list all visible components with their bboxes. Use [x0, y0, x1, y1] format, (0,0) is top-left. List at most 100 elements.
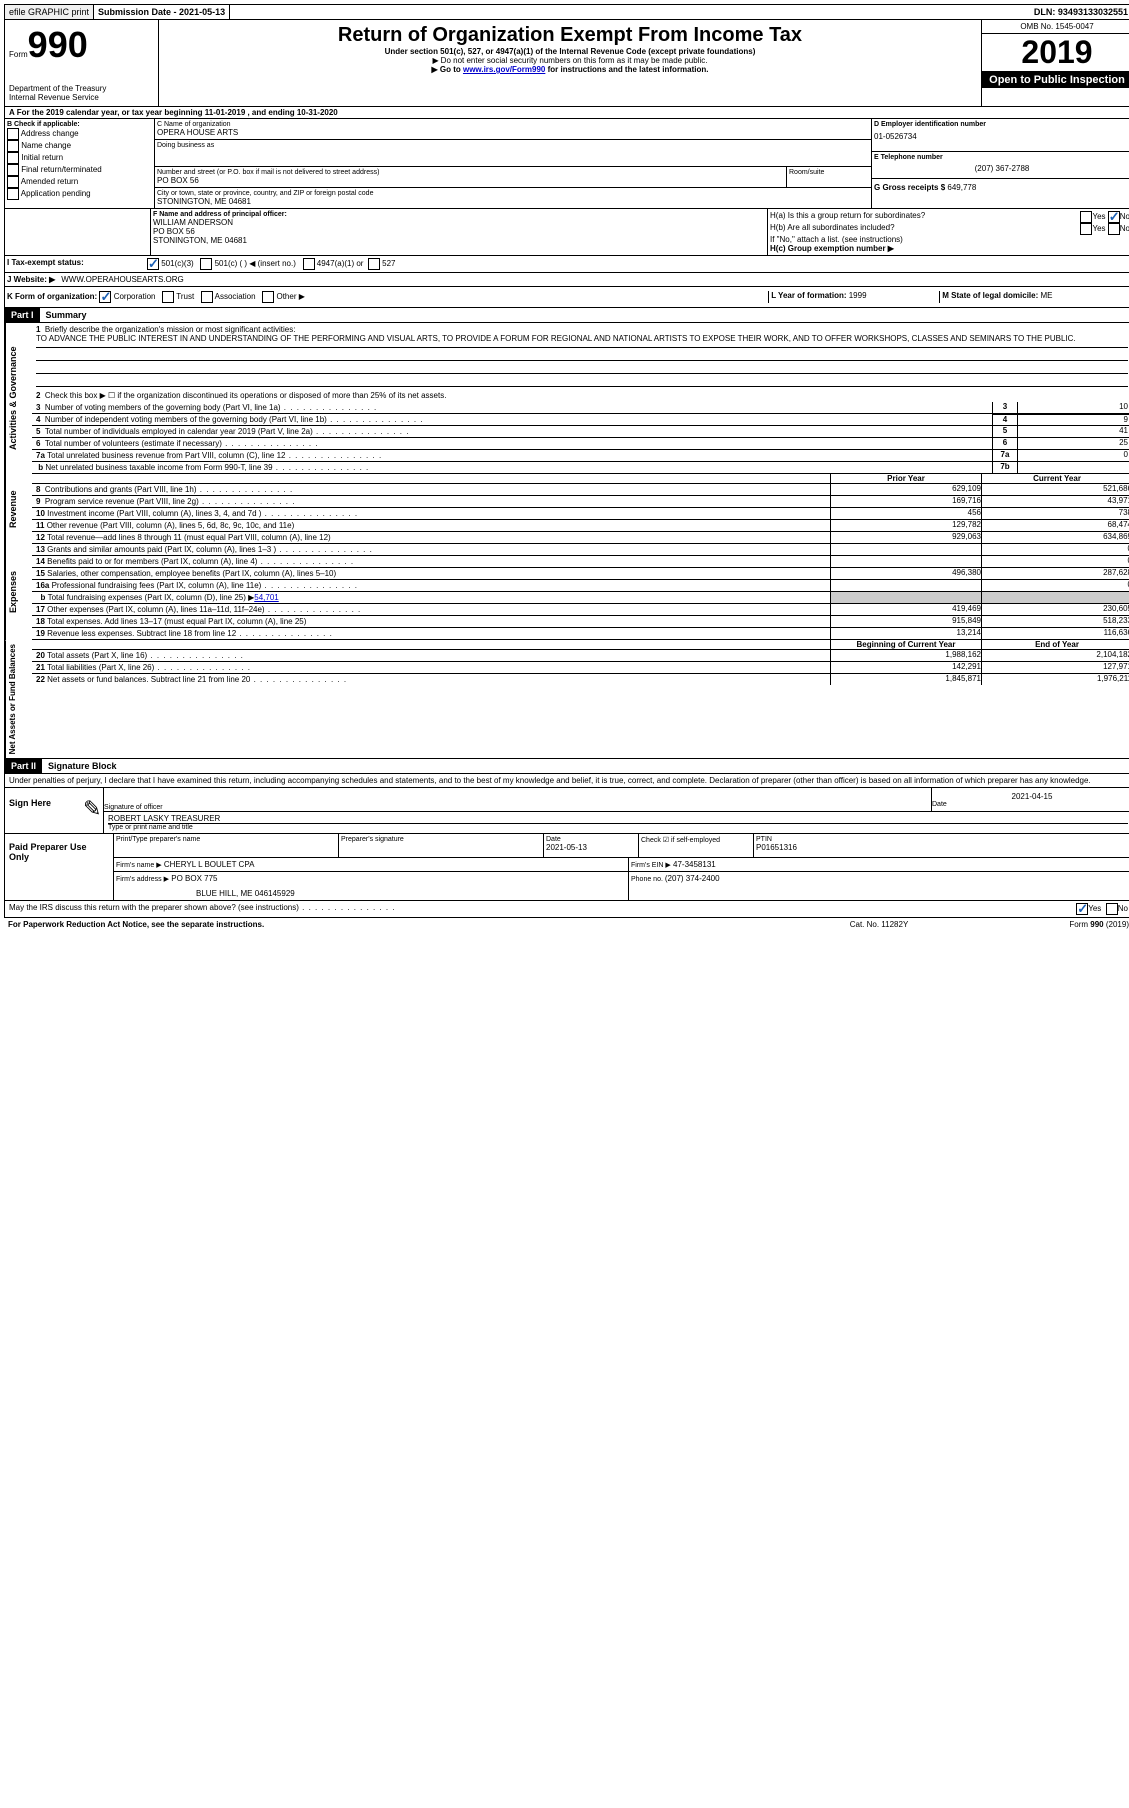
- line-13: 13 Grants and similar amounts paid (Part…: [32, 544, 1129, 556]
- l22-end: 1,976,211: [981, 674, 1129, 685]
- A-begin: 11-01-2019: [205, 108, 245, 117]
- B-label: B Check if applicable:: [7, 121, 152, 128]
- officer-name: WILLIAM ANDERSON: [153, 218, 765, 227]
- l19-prior: 13,214: [830, 628, 981, 639]
- Hb-no: No: [1120, 224, 1129, 233]
- ptin-val: P01651316: [756, 843, 1129, 852]
- part2-label: Part II: [5, 759, 42, 773]
- l12-curr: 634,869: [981, 532, 1129, 543]
- K-corp-check[interactable]: [99, 291, 111, 303]
- I-501c: 501(c) ( ) ◀ (insert no.): [215, 259, 296, 268]
- section-G: G Gross receipts $ 649,778: [872, 178, 1129, 196]
- l11-text: Other revenue (Part VIII, column (A), li…: [47, 521, 295, 530]
- K-other-check[interactable]: [262, 291, 274, 303]
- Ha-yes-check[interactable]: [1080, 211, 1092, 223]
- form-title: Return of Organization Exempt From Incom…: [163, 24, 977, 47]
- Hb-yes-check[interactable]: [1080, 223, 1092, 235]
- prep-sig-box: Preparer's signature: [339, 834, 544, 857]
- discuss-no-check[interactable]: [1106, 903, 1118, 915]
- line-18: 18 Total expenses. Add lines 13–17 (must…: [32, 616, 1129, 628]
- l16a-curr: 0: [981, 580, 1129, 591]
- C-dba-box: Doing business as: [155, 140, 871, 167]
- discuss-yes-check[interactable]: [1076, 903, 1088, 915]
- goto-post: for instructions and the latest informat…: [545, 65, 708, 74]
- sig-date-label: Date: [932, 801, 1129, 808]
- dln-value: 93493133032551: [1058, 7, 1128, 17]
- l14-curr: 0: [981, 556, 1129, 567]
- K-trust-check[interactable]: [162, 291, 174, 303]
- B-initial-return[interactable]: Initial return: [7, 152, 152, 164]
- typed-name-box: ROBERT LASKY TREASURER Type or print nam…: [103, 812, 1129, 833]
- part2-declaration: Under penalties of perjury, I declare th…: [4, 774, 1129, 788]
- l7a-val: 0: [1017, 450, 1129, 461]
- dept-treasury: Department of the Treasury Internal Reve…: [9, 84, 154, 102]
- B-app-pending[interactable]: Application pending: [7, 188, 152, 200]
- line-12: 12 Total revenue—add lines 8 through 11 …: [32, 532, 1129, 544]
- sidebar-netassets: Net Assets or Fund Balances: [5, 640, 32, 758]
- section-F: F Name and address of principal officer:…: [151, 209, 768, 255]
- l10-prior: 456: [830, 508, 981, 519]
- part1-header: Part I Summary: [4, 308, 1129, 323]
- I-527-check[interactable]: [368, 258, 380, 270]
- B-address-change[interactable]: Address change: [7, 128, 152, 140]
- K-trust: Trust: [176, 292, 194, 301]
- l9-text: Program service revenue (Part VIII, line…: [45, 497, 296, 506]
- I-501c-check[interactable]: [200, 258, 212, 270]
- l7b-val: [1017, 462, 1129, 473]
- B-final-return[interactable]: Final return/terminated: [7, 164, 152, 176]
- submission-date-value: 2021-05-13: [179, 7, 225, 17]
- K-corp: Corporation: [114, 292, 156, 301]
- omb-number: OMB No. 1545-0047: [982, 20, 1129, 34]
- efile-label[interactable]: efile GRAPHIC print: [5, 5, 94, 19]
- section-C: C Name of organization OPERA HOUSE ARTS …: [155, 119, 871, 208]
- sig-officer-box: Signature of officer: [103, 788, 931, 812]
- section-M: M State of legal domicile: ME: [939, 291, 1129, 303]
- l6-val: 25: [1017, 438, 1129, 449]
- F-label: F Name and address of principal officer:: [153, 211, 765, 218]
- C-city-box: City or town, state or province, country…: [155, 188, 871, 208]
- form-id-footer: Form 990 (2019): [979, 920, 1129, 929]
- l16b-val[interactable]: 54,701: [254, 593, 278, 602]
- prep-col2: Preparer's signature: [341, 836, 541, 843]
- line-2: 2 Check this box ▶ ☐ if the organization…: [32, 389, 1129, 402]
- l21-beg: 142,291: [830, 662, 981, 673]
- K-assoc-check[interactable]: [201, 291, 213, 303]
- Hb-no-check[interactable]: [1108, 223, 1120, 235]
- l11-prior: 129,782: [830, 520, 981, 531]
- B-name-change[interactable]: Name change: [7, 140, 152, 152]
- section-K: K Form of organization: Corporation Trus…: [7, 291, 768, 303]
- line-19: 19 Revenue less expenses. Subtract line …: [32, 628, 1129, 640]
- l5-val: 41: [1017, 426, 1129, 437]
- l21-text: Total liabilities (Part X, line 26): [47, 663, 251, 672]
- Ha-no-check[interactable]: [1108, 211, 1120, 223]
- sidebar-revenue: Revenue: [5, 474, 32, 544]
- l3-text: Number of voting members of the governin…: [45, 403, 377, 412]
- I-4947-check[interactable]: [303, 258, 315, 270]
- prep-date: 2021-05-13: [546, 843, 636, 852]
- l4-val: 9: [1017, 414, 1129, 425]
- irs-link[interactable]: www.irs.gov/Form990: [463, 65, 545, 74]
- l12-prior: 929,063: [830, 532, 981, 543]
- org-name: OPERA HOUSE ARTS: [157, 128, 869, 137]
- firm-name: CHERYL L BOULET CPA: [164, 860, 255, 869]
- submission-date: Submission Date - 2021-05-13: [94, 5, 230, 19]
- l8-text: Contributions and grants (Part VIII, lin…: [45, 485, 293, 494]
- line-7a: 7a Total unrelated business revenue from…: [32, 449, 1129, 461]
- A-mid: , and ending: [245, 108, 297, 117]
- D-label: D Employer identification number: [874, 121, 1129, 128]
- l17-curr: 230,605: [981, 604, 1129, 615]
- E-label: E Telephone number: [874, 154, 1129, 161]
- C-city: STONINGTON, ME 04681: [157, 197, 869, 206]
- l6-text: Total number of volunteers (estimate if …: [45, 439, 319, 448]
- sig-date-box: 2021-04-15 Date: [931, 788, 1129, 812]
- part1-title: Summary: [40, 308, 93, 322]
- form-number: Form990: [9, 24, 154, 66]
- typed-label: Type or print name and title: [108, 823, 1128, 831]
- l18-curr: 518,233: [981, 616, 1129, 627]
- l5-text: Total number of individuals employed in …: [45, 427, 410, 436]
- line-1: 1 Briefly describe the organization's mi…: [32, 323, 1129, 389]
- B-amended[interactable]: Amended return: [7, 176, 152, 188]
- B-opt4: Amended return: [21, 177, 78, 186]
- I-501c3-check[interactable]: [147, 258, 159, 270]
- l3-val: 10: [1017, 402, 1129, 413]
